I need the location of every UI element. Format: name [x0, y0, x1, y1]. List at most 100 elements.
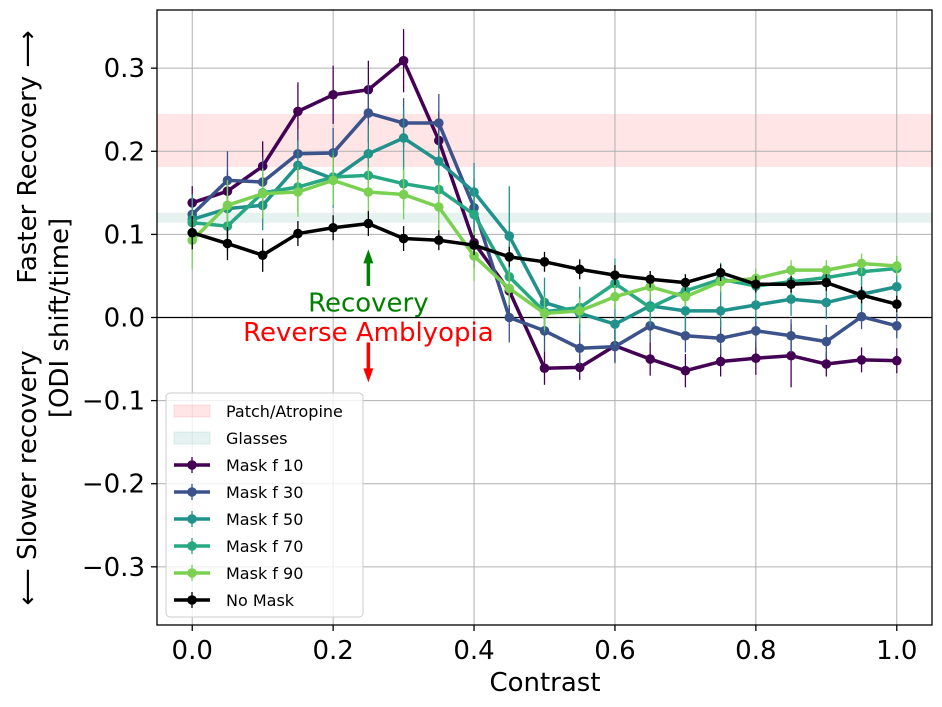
data-point — [715, 356, 726, 367]
legend-label: Mask f 50 — [226, 510, 303, 529]
data-point — [821, 265, 832, 275]
data-point — [891, 281, 902, 292]
data-point — [187, 227, 198, 238]
band-glasses — [157, 212, 932, 223]
legend-label: Mask f 70 — [226, 537, 303, 556]
data-point — [293, 187, 303, 197]
data-point — [680, 365, 691, 376]
data-point — [680, 330, 691, 341]
data-point — [856, 290, 867, 300]
legend-marker — [187, 568, 197, 578]
data-point — [610, 291, 620, 302]
data-point — [222, 200, 233, 211]
data-point — [363, 187, 374, 197]
x-axis-ticks: 0.0 0.2 0.4 0.6 0.8 1.0 — [172, 625, 917, 666]
data-point — [469, 251, 479, 261]
y-tick-label: 0.3 — [104, 54, 145, 84]
data-point — [293, 106, 303, 117]
y-tick-label: −0.3 — [82, 553, 145, 583]
data-point — [363, 218, 374, 229]
data-point — [821, 277, 832, 288]
data-point — [645, 302, 655, 313]
data-point — [751, 325, 761, 336]
x-tick-label: 0.4 — [453, 636, 494, 666]
data-point — [645, 354, 655, 364]
data-point — [328, 222, 338, 233]
x-tick-label: 0.8 — [735, 636, 776, 666]
legend-swatch — [173, 431, 211, 445]
data-point — [786, 279, 796, 290]
y-axis-ticks: −0.3 −0.2 −0.1 0.0 0.1 0.2 0.3 — [82, 54, 157, 583]
data-point — [504, 312, 515, 323]
data-point — [328, 89, 338, 100]
data-point — [856, 258, 867, 269]
data-point — [574, 362, 585, 373]
data-point — [715, 306, 726, 316]
data-point — [610, 341, 620, 352]
y-axis-title-top: Faster Recovery ⟶ — [13, 30, 43, 283]
data-point — [257, 250, 268, 260]
data-point — [610, 319, 620, 329]
data-point — [891, 299, 902, 310]
data-point — [434, 202, 444, 212]
data-point — [363, 108, 374, 118]
data-point — [821, 297, 832, 308]
data-point — [539, 257, 550, 267]
data-point — [539, 308, 550, 319]
legend-marker — [187, 487, 197, 497]
data-point — [751, 353, 761, 364]
data-point — [434, 118, 444, 128]
y-axis-subtitle: [ODI shift/time] — [45, 218, 75, 418]
legend: Patch/Atropine Glasses Mask f 10 Mask f 30 M… — [165, 392, 364, 618]
legend-label: Glasses — [226, 429, 288, 448]
data-point — [786, 294, 796, 305]
data-point — [786, 350, 796, 361]
y-tick-label: −0.2 — [82, 470, 145, 500]
legend-label: Mask f 30 — [226, 483, 303, 502]
annotation-label-recovery: Recovery — [308, 289, 429, 319]
y-axis-title-bottom: ⟵ Slower recovery — [13, 350, 43, 605]
data-point — [574, 343, 585, 354]
data-point — [469, 240, 479, 250]
legend-marker — [187, 541, 197, 551]
data-point — [504, 252, 515, 262]
data-point — [856, 311, 867, 322]
data-point — [891, 261, 902, 271]
legend-label: Mask f 10 — [226, 456, 303, 475]
data-point — [680, 291, 691, 302]
legend-frame — [165, 392, 364, 618]
annotation-label-reverse-amblyopia: Reverse Amblyopia — [243, 318, 494, 348]
annotation-arrow-head — [363, 368, 374, 383]
series-mask-f-90 — [187, 155, 902, 330]
data-point — [786, 330, 796, 341]
y-tick-label: 0.1 — [104, 220, 145, 250]
data-point — [328, 175, 338, 186]
data-point — [645, 274, 655, 285]
data-point — [398, 189, 409, 200]
legend-items: Patch/Atropine Glasses Mask f 10 Mask f 30 M… — [173, 402, 343, 610]
data-point — [398, 233, 409, 244]
x-axis-title: Contrast — [489, 668, 600, 698]
data-point — [398, 133, 409, 143]
legend-label: No Mask — [226, 591, 295, 610]
x-tick-label: 0.0 — [172, 636, 213, 666]
legend-marker — [187, 514, 197, 524]
data-point — [469, 209, 479, 220]
x-tick-label: 0.2 — [312, 636, 353, 666]
legend-swatch — [173, 404, 211, 418]
data-point — [715, 333, 726, 344]
data-point — [821, 336, 832, 347]
annotation-arrow-head — [363, 249, 374, 264]
data-point — [680, 306, 691, 316]
data-point — [856, 355, 867, 365]
data-point — [891, 321, 902, 331]
data-point — [257, 188, 268, 199]
data-point — [891, 355, 902, 366]
data-point — [680, 277, 691, 288]
band-patch-atropine — [157, 113, 932, 168]
legend-marker — [187, 595, 197, 605]
data-point — [574, 306, 585, 316]
data-point — [504, 231, 515, 241]
